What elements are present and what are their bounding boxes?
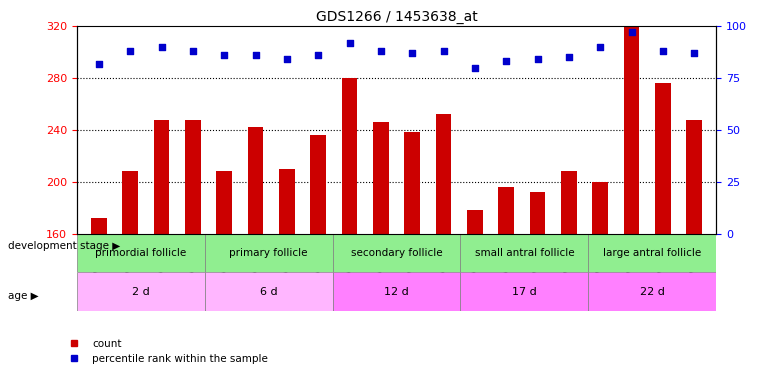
Bar [91,218,107,234]
Bar [561,171,577,234]
Text: 12 d: 12 d [384,287,409,297]
Bar [342,78,357,234]
Point [312,52,324,58]
Bar [530,192,545,234]
Text: small antral follicle: small antral follicle [474,248,574,258]
Point [406,50,418,56]
Bar [373,122,389,234]
Text: primary follicle: primary follicle [229,248,308,258]
Point [688,50,701,56]
FancyBboxPatch shape [205,234,333,272]
Text: 2 d: 2 d [132,287,150,297]
FancyBboxPatch shape [588,272,716,311]
Bar [436,114,451,234]
Point [249,52,262,58]
Text: 17 d: 17 d [512,287,537,297]
FancyBboxPatch shape [460,272,588,311]
Point [187,48,199,54]
FancyBboxPatch shape [333,234,460,272]
Text: 22 d: 22 d [640,287,665,297]
Point [469,65,481,71]
Bar [624,26,639,234]
Text: development stage ▶: development stage ▶ [8,241,120,250]
Point [281,56,293,62]
Point [124,48,136,54]
Bar [498,187,514,234]
FancyBboxPatch shape [460,234,588,272]
Point [156,44,168,50]
Point [625,30,638,36]
FancyBboxPatch shape [77,272,205,311]
Point [563,54,575,60]
Title: GDS1266 / 1453638_at: GDS1266 / 1453638_at [316,10,477,24]
Bar [154,120,169,234]
Text: secondary follicle: secondary follicle [351,248,442,258]
FancyBboxPatch shape [333,272,460,311]
Bar [248,127,263,234]
Text: 6 d: 6 d [260,287,277,297]
Point [531,56,544,62]
Text: primordial follicle: primordial follicle [95,248,186,258]
Text: large antral follicle: large antral follicle [603,248,701,258]
FancyBboxPatch shape [77,234,205,272]
Text: age ▶: age ▶ [8,291,38,301]
Bar [122,171,138,234]
Point [92,60,105,66]
Point [594,44,606,50]
Bar [279,169,295,234]
FancyBboxPatch shape [205,272,333,311]
Bar [404,132,420,234]
Point [437,48,450,54]
Point [218,52,230,58]
Bar [185,120,201,234]
Bar [310,135,326,234]
Legend: count, percentile rank within the sample: count, percentile rank within the sample [59,334,273,368]
Point [657,48,669,54]
FancyBboxPatch shape [588,234,716,272]
Point [343,40,356,46]
Bar [467,210,483,234]
Point [375,48,387,54]
Bar [216,171,232,234]
Bar [686,120,702,234]
Bar [592,182,608,234]
Bar [655,83,671,234]
Point [500,58,512,64]
